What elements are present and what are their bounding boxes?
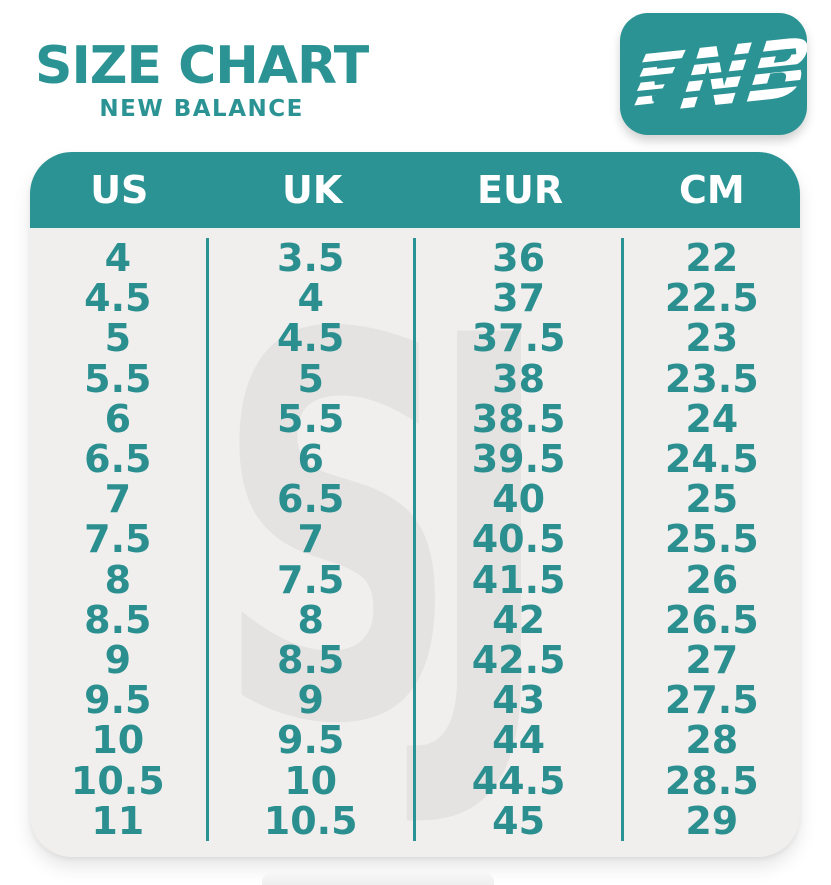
size-table-card: US UK EUR CM SJ 4 4.5 5 5.5 6 6.5 7 7.5 8 8.5 9 9.5… xyxy=(30,152,800,857)
size-cell: 9.5 xyxy=(84,678,152,723)
size-cell: 22.5 xyxy=(664,276,759,321)
size-cell: 7.5 xyxy=(84,517,152,562)
size-column-eur: 36 37 37.5 38 38.5 39.5 40 40.5 41.5 42 42.5 43 44 44… xyxy=(416,238,625,841)
size-cell: 40 xyxy=(492,477,546,522)
size-cell: 43 xyxy=(492,678,546,723)
size-columns: 4 4.5 5 5.5 6 6.5 7 7.5 8 8.5 9 9.5 10 10.5 11 3.5 4 4.5 5… xyxy=(30,238,800,841)
size-cell: 38 xyxy=(492,356,546,401)
size-cell: 9.5 xyxy=(277,718,345,763)
size-cell: 37.5 xyxy=(471,316,566,361)
size-cell: 36 xyxy=(492,236,546,281)
size-cell: 9 xyxy=(297,678,324,723)
size-cell: 11 xyxy=(91,798,145,843)
size-cell: 7.5 xyxy=(277,557,345,602)
size-cell: 5 xyxy=(297,356,324,401)
size-column-uk: 3.5 4 4.5 5 5.5 6 6.5 7 7.5 8 8.5 9 9.5 10 10.5 xyxy=(209,238,416,841)
size-cell: 8 xyxy=(104,557,132,602)
size-cell: 10 xyxy=(284,758,338,803)
size-cell: 10.5 xyxy=(263,798,358,843)
size-cell: 10.5 xyxy=(70,758,165,803)
size-cell: 8.5 xyxy=(277,637,345,682)
size-cell: 9 xyxy=(104,637,132,682)
size-cell: 25 xyxy=(685,477,739,522)
size-cell: 6.5 xyxy=(84,437,152,482)
title-block: SIZE CHART NEW BALANCE xyxy=(35,36,369,122)
size-cell: 39.5 xyxy=(471,437,566,482)
size-cell: 6.5 xyxy=(277,477,345,522)
column-header-uk: UK xyxy=(282,168,343,212)
size-cell: 23 xyxy=(685,316,739,361)
size-cell: 3.5 xyxy=(277,236,345,281)
table-body: SJ 4 4.5 5 5.5 6 6.5 7 7.5 8 8.5 9 9.5 10 10.5 11 3.5 4 4… xyxy=(30,228,800,857)
size-cell: 29 xyxy=(685,798,739,843)
size-cell: 5.5 xyxy=(84,356,152,401)
size-cell: 40.5 xyxy=(471,517,566,562)
column-header-us: US xyxy=(90,168,149,212)
size-cell: 28 xyxy=(685,718,739,763)
brand-subtitle: NEW BALANCE xyxy=(99,96,304,122)
size-cell: 4 xyxy=(297,276,324,321)
size-cell: 45 xyxy=(492,798,546,843)
size-cell: 38.5 xyxy=(471,396,566,441)
size-cell: 8 xyxy=(297,597,324,642)
size-cell: 6 xyxy=(297,437,324,482)
size-cell: 26.5 xyxy=(664,597,759,642)
size-cell: 42.5 xyxy=(471,637,566,682)
size-cell: 44 xyxy=(492,718,546,763)
size-cell: 6 xyxy=(104,396,132,441)
page-title: SIZE CHART xyxy=(35,36,369,96)
size-cell: 44.5 xyxy=(471,758,566,803)
size-cell: 8.5 xyxy=(84,597,152,642)
size-cell: 23.5 xyxy=(664,356,759,401)
size-cell: 37 xyxy=(492,276,546,321)
size-cell: 7 xyxy=(297,517,324,562)
size-cell: 4.5 xyxy=(277,316,345,361)
size-cell: 28.5 xyxy=(664,758,759,803)
column-header-eur: EUR xyxy=(477,168,564,212)
size-cell: 27 xyxy=(685,637,739,682)
nb-logo-icon: NB xyxy=(634,21,807,129)
size-cell: 26 xyxy=(685,557,739,602)
size-column-cm: 22 22.5 23 23.5 24 24.5 25 25.5 26 26.5 27 27.5 28 28… xyxy=(624,238,799,841)
size-column-us: 4 4.5 5 5.5 6 6.5 7 7.5 8 8.5 9 9.5 10 10.5 11 xyxy=(30,238,209,841)
size-cell: 5 xyxy=(104,316,132,361)
watermark-letters: SJ xyxy=(215,228,552,841)
table-header-row: US UK EUR CM xyxy=(30,152,800,228)
size-cell: 4.5 xyxy=(84,276,152,321)
size-cell: 22 xyxy=(685,236,739,281)
size-cell: 42 xyxy=(492,597,546,642)
size-cell: 24.5 xyxy=(664,437,759,482)
size-cell: 10 xyxy=(91,718,145,763)
size-cell: 7 xyxy=(104,477,132,522)
column-header-cm: CM xyxy=(678,168,745,212)
size-cell: 5.5 xyxy=(277,396,345,441)
size-cell: 4 xyxy=(104,236,132,281)
new-balance-logo: NB xyxy=(620,13,807,135)
size-cell: 24 xyxy=(685,396,739,441)
cropped-bottom-shape xyxy=(262,872,494,885)
size-cell: 41.5 xyxy=(471,557,566,602)
size-cell: 25.5 xyxy=(664,517,759,562)
size-cell: 27.5 xyxy=(664,678,759,723)
